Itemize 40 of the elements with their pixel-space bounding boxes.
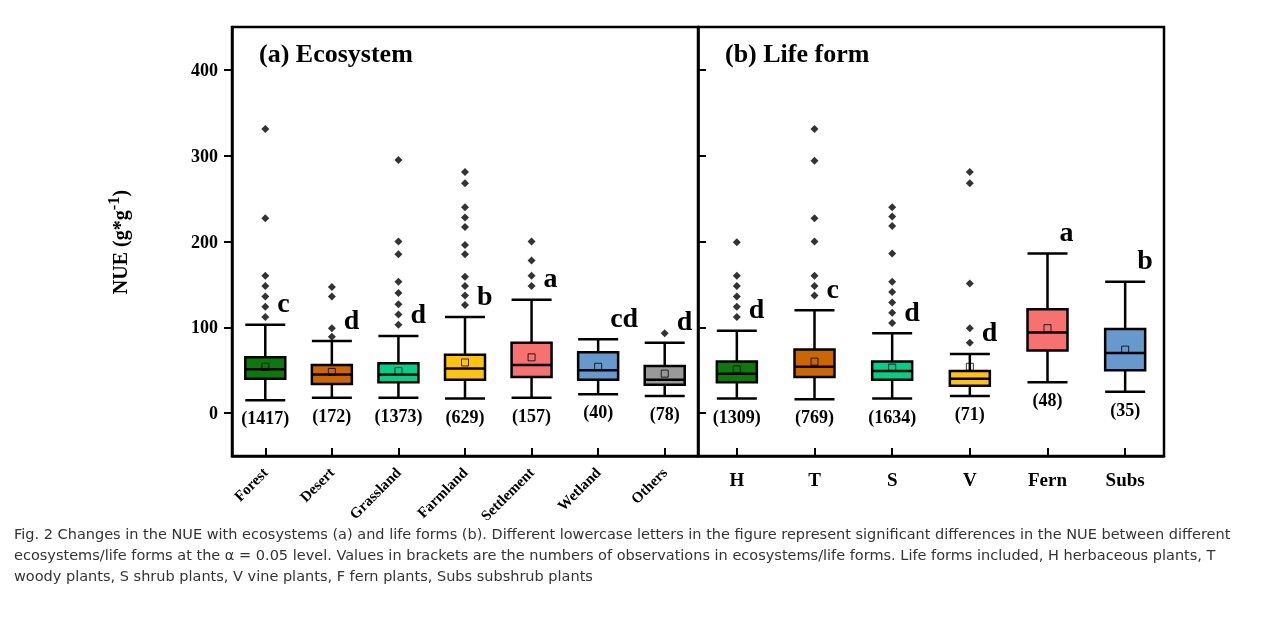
annotation: (78) xyxy=(649,403,680,425)
y-tick-label: 0 xyxy=(209,403,218,424)
annotation: (1309) xyxy=(712,406,761,428)
y-tick-label: 400 xyxy=(191,59,218,80)
annotation: (71) xyxy=(954,403,985,425)
annotation: (769) xyxy=(794,407,834,429)
annotation: (1634) xyxy=(867,406,916,428)
annotation: b xyxy=(477,279,493,311)
x-tick-label: H xyxy=(728,469,744,490)
annotation: (629) xyxy=(445,406,485,428)
y-tick-label: 100 xyxy=(191,317,218,338)
annotation: a xyxy=(1059,216,1073,248)
caption: Fig. 2 Changes in the NUE with ecosystems (a) and life forms (b). Different lowercase letters in the figure represent significant differences in the NUE between different ecosystems/life forms at the α = 0.05 level. Values in brackets are the numbers of observations in ecosystems/life forms. Life forms included, H herbaceous plants, T woody plants, S shrub plants, V vine plants, F fern plants, Subs subshrub plants xyxy=(14,525,1232,586)
annotation: d xyxy=(410,298,427,330)
annotation: c xyxy=(826,272,839,304)
annotation: (157) xyxy=(512,405,552,427)
chart-title: (a) Ecosystem xyxy=(259,38,414,68)
annotation: a xyxy=(543,262,558,294)
annotation: (35) xyxy=(1109,399,1140,421)
annotation: cd xyxy=(610,301,639,333)
annotation: (48) xyxy=(1032,390,1062,412)
annotation: (172) xyxy=(312,405,352,427)
y-tick-label: 300 xyxy=(191,145,218,166)
chart-title: (b) Life form xyxy=(724,38,870,68)
annotation: d xyxy=(748,293,765,325)
annotation: b xyxy=(1136,244,1153,276)
annotation: d xyxy=(981,316,998,348)
x-tick-label: T xyxy=(807,469,821,490)
x-tick-label: Fern xyxy=(1027,469,1067,490)
annotation: d xyxy=(343,303,360,335)
y-tick-label: 200 xyxy=(191,231,218,252)
annotation: (40) xyxy=(583,402,614,424)
x-tick-label: V xyxy=(962,469,977,490)
annotation: c xyxy=(277,287,290,319)
x-tick-label: Subs xyxy=(1105,469,1145,490)
annotation: (1373) xyxy=(374,405,423,427)
x-tick-label: S xyxy=(886,469,897,490)
annotation: (1417) xyxy=(241,408,290,430)
annotation: d xyxy=(676,305,693,337)
annotation: d xyxy=(903,295,920,327)
